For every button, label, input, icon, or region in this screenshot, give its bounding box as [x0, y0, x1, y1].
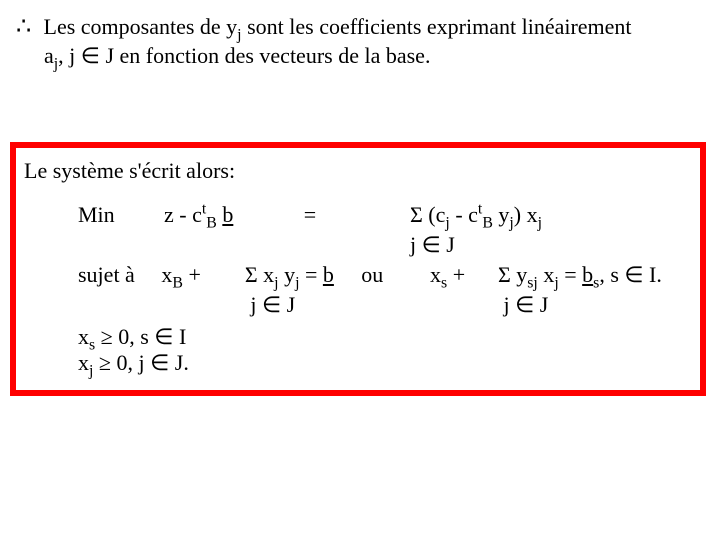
top-line2-b: , j ∈ J en fonction des vecteurs de la b… — [58, 43, 430, 68]
sum1-b-underline: b — [323, 262, 334, 287]
top-line1-b: sont les coefficients exprimant linéaire… — [242, 14, 632, 39]
jinJ-left: j ∈ J — [250, 292, 295, 317]
con1-x: x — [78, 324, 89, 349]
rhs-sub-bigb: B — [482, 214, 493, 231]
con2-rest: ≥ 0, j ∈ J. — [93, 350, 188, 375]
top-paragraph: ∴ Les composantes de yj sont les coeffic… — [16, 12, 700, 70]
sum2-sigma-y: Σ y — [498, 262, 527, 287]
obj-b-underline: b — [222, 202, 233, 227]
sum2-b: b — [582, 262, 593, 287]
sujet-label: sujet à — [78, 262, 161, 288]
con2-x: x — [78, 350, 89, 375]
rhs-sub-j3: j — [538, 214, 542, 231]
rhs-x: ) x — [514, 202, 538, 227]
math-block: Min z - ctB b = Σ (cj - ctB yj) xj j ∈ J — [24, 202, 692, 376]
rhs-sigma-c: Σ (c — [410, 202, 445, 227]
xs-plus: + — [447, 262, 465, 287]
sum2-sub-sj: sj — [527, 274, 538, 291]
xb-plus: + — [183, 262, 201, 287]
sum2-x: x — [538, 262, 555, 287]
con1-rest: ≥ 0, s ∈ I — [95, 324, 186, 349]
sum-ysj-xj: Σ ysj xj = bs, s ∈ I. — [498, 262, 692, 288]
rhs-y: y — [493, 202, 510, 227]
min-label: Min — [78, 202, 164, 228]
objective-lhs: z - ctB b — [164, 202, 250, 228]
obj-z-minus-c: z - c — [164, 202, 202, 227]
objective-rhs: Σ (cj - ctB yj) xj — [410, 202, 542, 228]
system-frame: Le système s'écrit alors: Min z - ctB b … — [10, 142, 706, 396]
obj-jinJ-row: j ∈ J — [78, 232, 692, 258]
xs-x: x — [430, 262, 441, 287]
frame-intro: Le système s'écrit alors: — [24, 158, 692, 184]
sum2-eq: = — [559, 262, 582, 287]
xs-term: xs + — [400, 262, 498, 288]
constraint-xs: xs ≥ 0, s ∈ I — [78, 324, 692, 350]
obj-jinJ: j ∈ J — [410, 232, 540, 258]
sum1-y: y — [279, 262, 296, 287]
top-line2-a: a — [44, 43, 54, 68]
xb-x: x — [161, 262, 172, 287]
sum-xj-yj: Σ xj yj = b — [245, 262, 361, 288]
jinJ-right: j ∈ J — [503, 292, 548, 317]
subject-jinJ-left: j ∈ J — [245, 292, 361, 318]
sum1-sigma-x: Σ x — [245, 262, 274, 287]
top-line1-a: Les composantes de y — [44, 14, 238, 39]
xb-sub: B — [172, 274, 183, 291]
subject-jinJ-row: j ∈ J j ∈ J — [78, 292, 692, 318]
obj-sub-b: B — [206, 214, 217, 231]
constraints-block: xs ≥ 0, s ∈ I xj ≥ 0, j ∈ J. — [78, 324, 692, 376]
obj-eq: = — [250, 202, 370, 228]
therefore-symbol: ∴ — [16, 12, 38, 42]
constraint-xj: xj ≥ 0, j ∈ J. — [78, 350, 692, 376]
sum1-eq: = — [299, 262, 322, 287]
rhs-minus-c: - c — [450, 202, 478, 227]
xB-term: xB + — [161, 262, 244, 288]
ou-label: ou — [361, 262, 400, 288]
sum2-tail: , s ∈ I. — [599, 262, 662, 287]
objective-row: Min z - ctB b = Σ (cj - ctB yj) xj — [78, 202, 692, 228]
subject-jinJ-right: j ∈ J — [498, 292, 692, 318]
subject-row: sujet à xB + Σ xj yj = b ou xs + Σ ysj x… — [78, 262, 692, 288]
